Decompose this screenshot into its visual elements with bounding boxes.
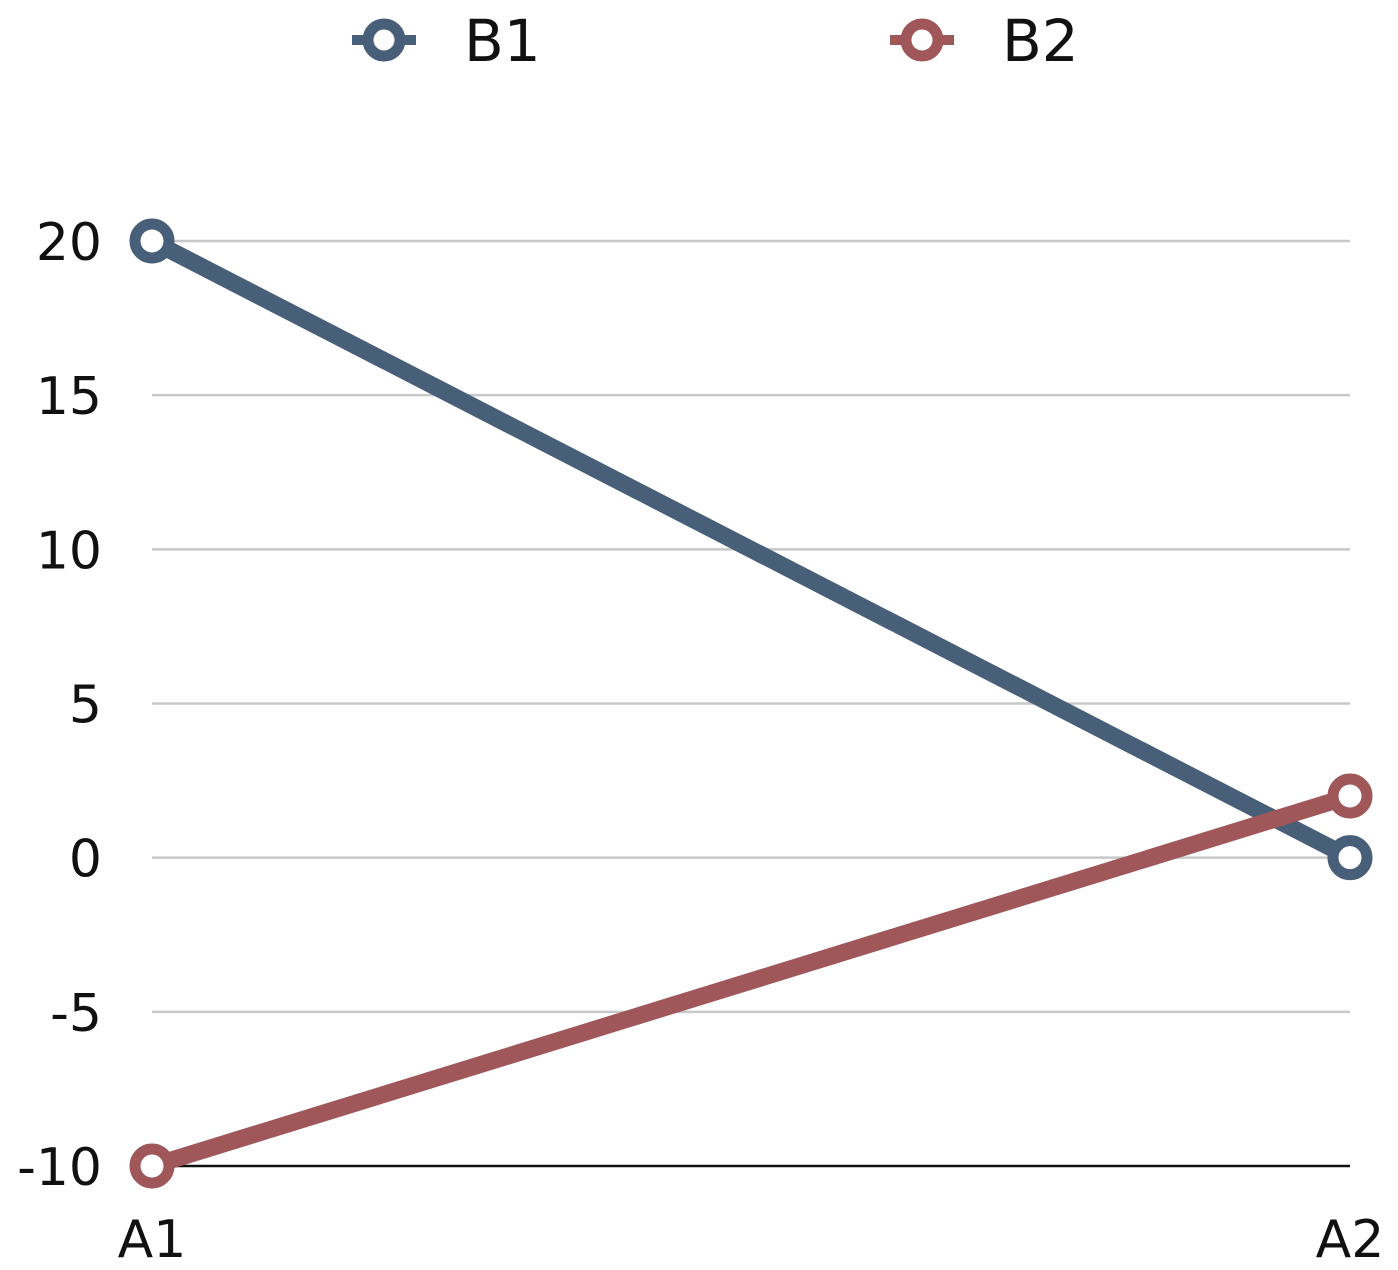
legend-label: B2	[1002, 7, 1079, 75]
y-axis: 20 15 10 5 0 -5 -10	[17, 213, 102, 1198]
series-line	[143, 787, 1359, 1175]
legend-marker-icon	[362, 18, 406, 62]
y-tick-label: -5	[50, 984, 102, 1044]
series-b2	[129, 773, 1373, 1189]
y-tick-label: -10	[17, 1138, 102, 1198]
legend-item-b1: B1	[352, 7, 541, 75]
series-b1	[129, 218, 1373, 881]
data-point	[1327, 835, 1373, 881]
y-tick-label: 5	[69, 676, 102, 736]
y-tick-label: 0	[69, 830, 102, 890]
data-point	[129, 1143, 175, 1189]
legend-label: B1	[464, 7, 541, 75]
legend-marker-icon	[900, 18, 944, 62]
data-point	[129, 218, 175, 264]
data-point	[1327, 773, 1373, 819]
y-tick-label: 15	[36, 367, 102, 427]
y-tick-label: 10	[36, 521, 102, 581]
legend-item-b2: B2	[890, 7, 1079, 75]
legend: B1 B2	[352, 7, 1079, 75]
y-tick-label: 20	[36, 213, 102, 273]
gridlines	[152, 239, 1350, 1168]
x-tick-label: A2	[1316, 1210, 1385, 1266]
x-axis: A1 A2	[118, 1210, 1385, 1270]
x-tick-label: A1	[118, 1210, 187, 1266]
series-line	[143, 232, 1359, 867]
series-lines	[129, 218, 1373, 1189]
